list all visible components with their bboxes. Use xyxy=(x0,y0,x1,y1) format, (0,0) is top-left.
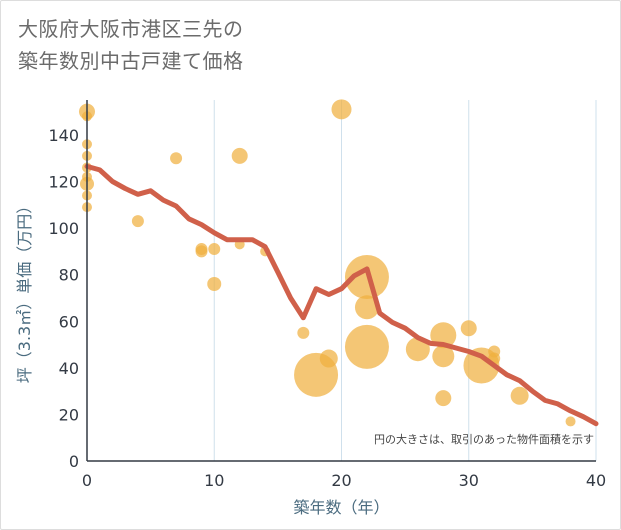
y-tick-label: 0 xyxy=(69,452,79,471)
chart-title: 大阪府大阪市港区三先の 築年数別中古戸建て価格 xyxy=(18,13,244,77)
y-tick-label: 100 xyxy=(48,219,79,238)
trend-line xyxy=(84,163,599,427)
y-tick-label: 20 xyxy=(59,405,79,424)
grid-lines xyxy=(213,100,597,461)
y-tick-label: 140 xyxy=(48,126,79,145)
bubble-size-note: 円の大きさは、取引のあった物件面積を示す xyxy=(374,432,594,446)
data-point xyxy=(460,320,477,337)
x-tick-label: 10 xyxy=(204,471,224,490)
data-point xyxy=(208,243,221,256)
data-point xyxy=(435,390,452,407)
y-tick-label: 60 xyxy=(59,312,79,331)
x-tick-label: 30 xyxy=(459,471,479,490)
data-point xyxy=(432,345,455,368)
data-point xyxy=(319,349,338,368)
data-bubbles xyxy=(79,99,576,427)
data-point xyxy=(170,152,183,165)
x-tick-label: 40 xyxy=(586,471,606,490)
data-point xyxy=(510,386,529,405)
data-point xyxy=(207,276,222,291)
x-tick-label: 20 xyxy=(331,471,351,490)
chart-title-line-2: 築年数別中古戸建て価格 xyxy=(18,49,244,73)
data-point xyxy=(344,324,389,369)
data-point xyxy=(331,99,352,120)
tick-labels: 0 10 20 30 40 0 20 40 60 80 100 120 140 xyxy=(48,126,606,490)
data-point xyxy=(405,337,430,362)
x-tick-label: 0 xyxy=(82,471,92,490)
data-point xyxy=(354,295,379,320)
y-tick-label: 40 xyxy=(59,359,79,378)
x-axis-label: 築年数（年） xyxy=(293,498,389,517)
data-point xyxy=(195,245,208,258)
data-point xyxy=(565,416,576,427)
trend-line-group xyxy=(84,163,599,427)
y-tick-label: 120 xyxy=(48,173,79,192)
data-point xyxy=(231,147,248,164)
y-tick-label: 80 xyxy=(59,266,79,285)
chart-title-line-1: 大阪府大阪市港区三先の xyxy=(18,17,244,41)
data-point xyxy=(131,215,144,228)
data-point xyxy=(297,326,310,339)
y-axis-label: 坪（3.3㎡）単価（万円） xyxy=(15,198,34,383)
axes xyxy=(86,100,596,462)
